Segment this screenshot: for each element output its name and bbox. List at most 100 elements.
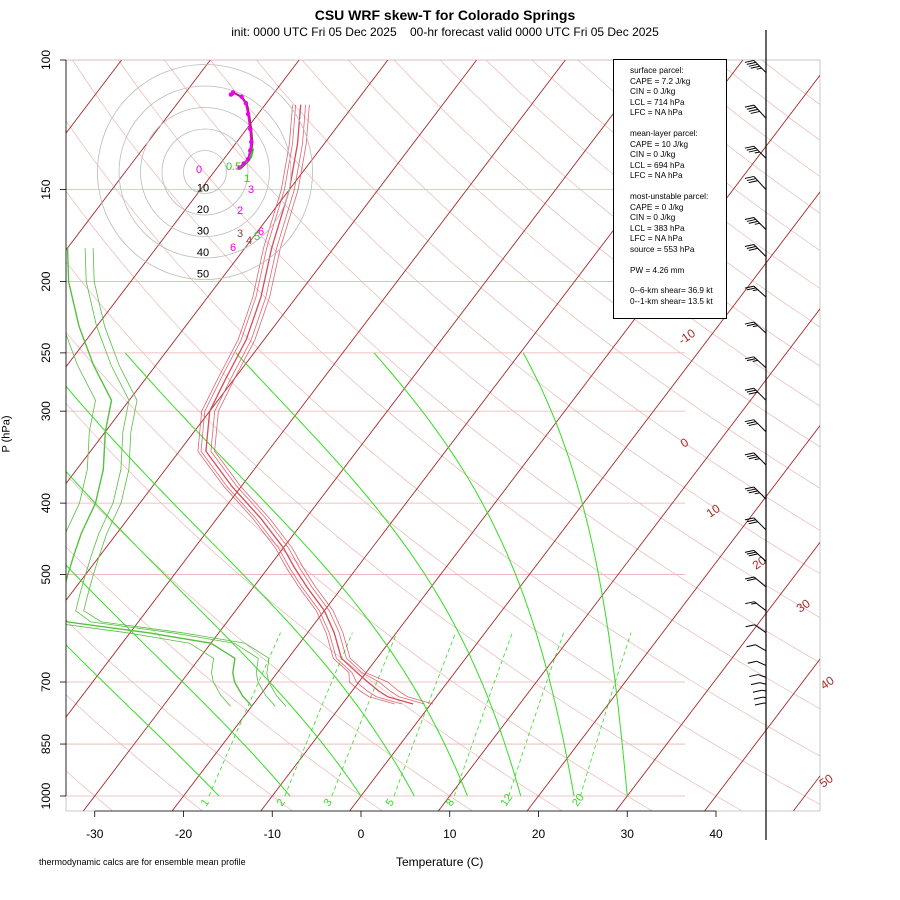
- dry-adiabat: [66, 120, 820, 757]
- wind-barb-flag: [752, 325, 758, 328]
- surface-parcel-heading: surface parcel:: [630, 66, 684, 75]
- chart-title: CSU WRF skew-T for Colorado Springs: [314, 7, 576, 23]
- wind-barb-flag: [750, 65, 760, 69]
- wind-barb-flag: [754, 702, 765, 706]
- wind-barb: [754, 601, 767, 612]
- temperature-line: [210, 104, 425, 705]
- moist-adiabat: [66, 564, 291, 797]
- isotherm-line: [882, 60, 900, 812]
- wind-barb-flag: [745, 624, 755, 628]
- hodograph-point: [248, 126, 253, 132]
- wind-barb: [761, 689, 767, 692]
- x-tick-label: -30: [86, 827, 104, 841]
- most-unstable-heading: most-unstable parcel:: [630, 191, 709, 201]
- wind-barb-flag: [744, 387, 755, 391]
- mixing-ratio-label: 8: [444, 797, 457, 809]
- wind-barb: [753, 452, 767, 466]
- temperature-line: [197, 104, 395, 705]
- wind-barb-flag: [752, 689, 762, 693]
- wind-barb-flag: [746, 519, 756, 523]
- wind-barb-flag: [744, 517, 755, 521]
- wind-barb-flag: [748, 247, 758, 251]
- wind-barb-flag: [746, 61, 756, 65]
- temperature-line: [205, 104, 414, 705]
- most-unstable-lcl: LCL = 383 hPa: [630, 223, 685, 233]
- wind-barb-flag: [746, 178, 756, 182]
- wind-barb-flag: [744, 217, 755, 220]
- moist-adiabat: [66, 644, 220, 797]
- parcel-info-box: surface parcel: CAPE = 7.2 J/kg CIN = 0 …: [613, 59, 727, 319]
- mean-layer-parcel-group: mean-layer parcel: CAPE = 10 J/kg CIN = …: [630, 129, 724, 182]
- most-unstable-parcel-group: most-unstable parcel: CAPE = 0 J/kg CIN …: [630, 192, 724, 256]
- dry-adiabat: [66, 261, 743, 811]
- wind-barb-flag: [750, 110, 760, 114]
- wind-barb-flag: [744, 244, 755, 248]
- y-tick-label: 1000: [39, 782, 53, 809]
- mean-layer-heading: mean-layer parcel:: [630, 128, 698, 138]
- wind-barb-flag: [754, 222, 760, 225]
- wind-barb: [753, 576, 767, 588]
- hodograph-label: 3: [237, 228, 243, 240]
- y-axis-label: P (hPa): [0, 415, 13, 453]
- wind-barb-flag: [744, 576, 755, 580]
- mixing-ratio-line: [331, 632, 398, 797]
- wind-barb-flag: [746, 323, 756, 327]
- hodograph-ring: [140, 107, 270, 237]
- wind-barb: [753, 145, 767, 159]
- hodograph-label: 6: [230, 242, 236, 254]
- wind-barb-flag: [744, 59, 755, 63]
- mixing-ratio-label: 20: [570, 792, 587, 809]
- isotherm-line: [66, 60, 300, 368]
- x-tick-label: 40: [709, 827, 723, 841]
- wind-barb-flag: [746, 578, 757, 582]
- wind-barb-flag: [744, 104, 755, 108]
- mean-layer-lcl: LCL = 694 hPa: [630, 160, 685, 170]
- wind-barb: [753, 285, 767, 298]
- wind-barb-flag: [746, 389, 756, 393]
- surface-lfc: LFC = NA hPa: [630, 108, 683, 118]
- wind-barb: [755, 644, 767, 652]
- dry-adiabat: [66, 331, 653, 811]
- temperature-line: [214, 104, 434, 705]
- dry-adiabat: [347, 60, 820, 448]
- hodograph-point: [245, 111, 251, 117]
- surface-cape: CAPE = 7.2 J/kg: [630, 76, 691, 86]
- hodograph-label: 4: [246, 235, 252, 247]
- wind-barb-flag: [746, 147, 756, 151]
- isotherm-line: [260, 74, 820, 811]
- hodograph-point: [243, 101, 249, 106]
- dry-adiabat: [118, 60, 820, 664]
- isotherm-line: [66, 60, 389, 485]
- y-tick-label: 700: [39, 672, 53, 692]
- mixing-ratio-label: 2: [274, 797, 287, 809]
- hodograph-ring: [183, 150, 227, 194]
- dry-adiabat: [439, 60, 820, 367]
- wind-barb-flag: [756, 67, 762, 70]
- hodograph-label: 1: [244, 173, 250, 185]
- most-unstable-cape: CAPE = 0 J/kg: [630, 202, 684, 212]
- hodograph-point: [245, 156, 251, 162]
- isotherm-line: [615, 541, 820, 811]
- wind-barb-flag: [744, 321, 755, 325]
- dry-adiabat: [66, 770, 114, 811]
- mixing-ratio-line: [284, 632, 353, 797]
- wind-barb: [754, 624, 767, 634]
- wind-barb-flag: [754, 151, 760, 154]
- shear-0-6km: 0--6-km shear= 36.9 kt: [630, 286, 713, 296]
- wind-barb: [759, 682, 767, 685]
- y-tick-label: 200: [39, 271, 53, 291]
- wind-barb-flag: [745, 601, 755, 605]
- dry-adiabat: [66, 402, 563, 811]
- dewpoint-line: [66, 247, 253, 707]
- mixing-ratio-label: 1: [199, 797, 212, 809]
- wind-barb-flag: [744, 452, 755, 456]
- dry-adiabat: [715, 60, 820, 141]
- hodograph-point: [249, 139, 254, 145]
- moist-adiabat: [124, 352, 468, 797]
- dry-adiabat: [66, 619, 293, 811]
- mean-layer-cin: CIN = 0 J/kg: [630, 150, 676, 160]
- mixing-ratio-label: 12: [498, 792, 515, 809]
- moist-adiabat: [66, 470, 362, 797]
